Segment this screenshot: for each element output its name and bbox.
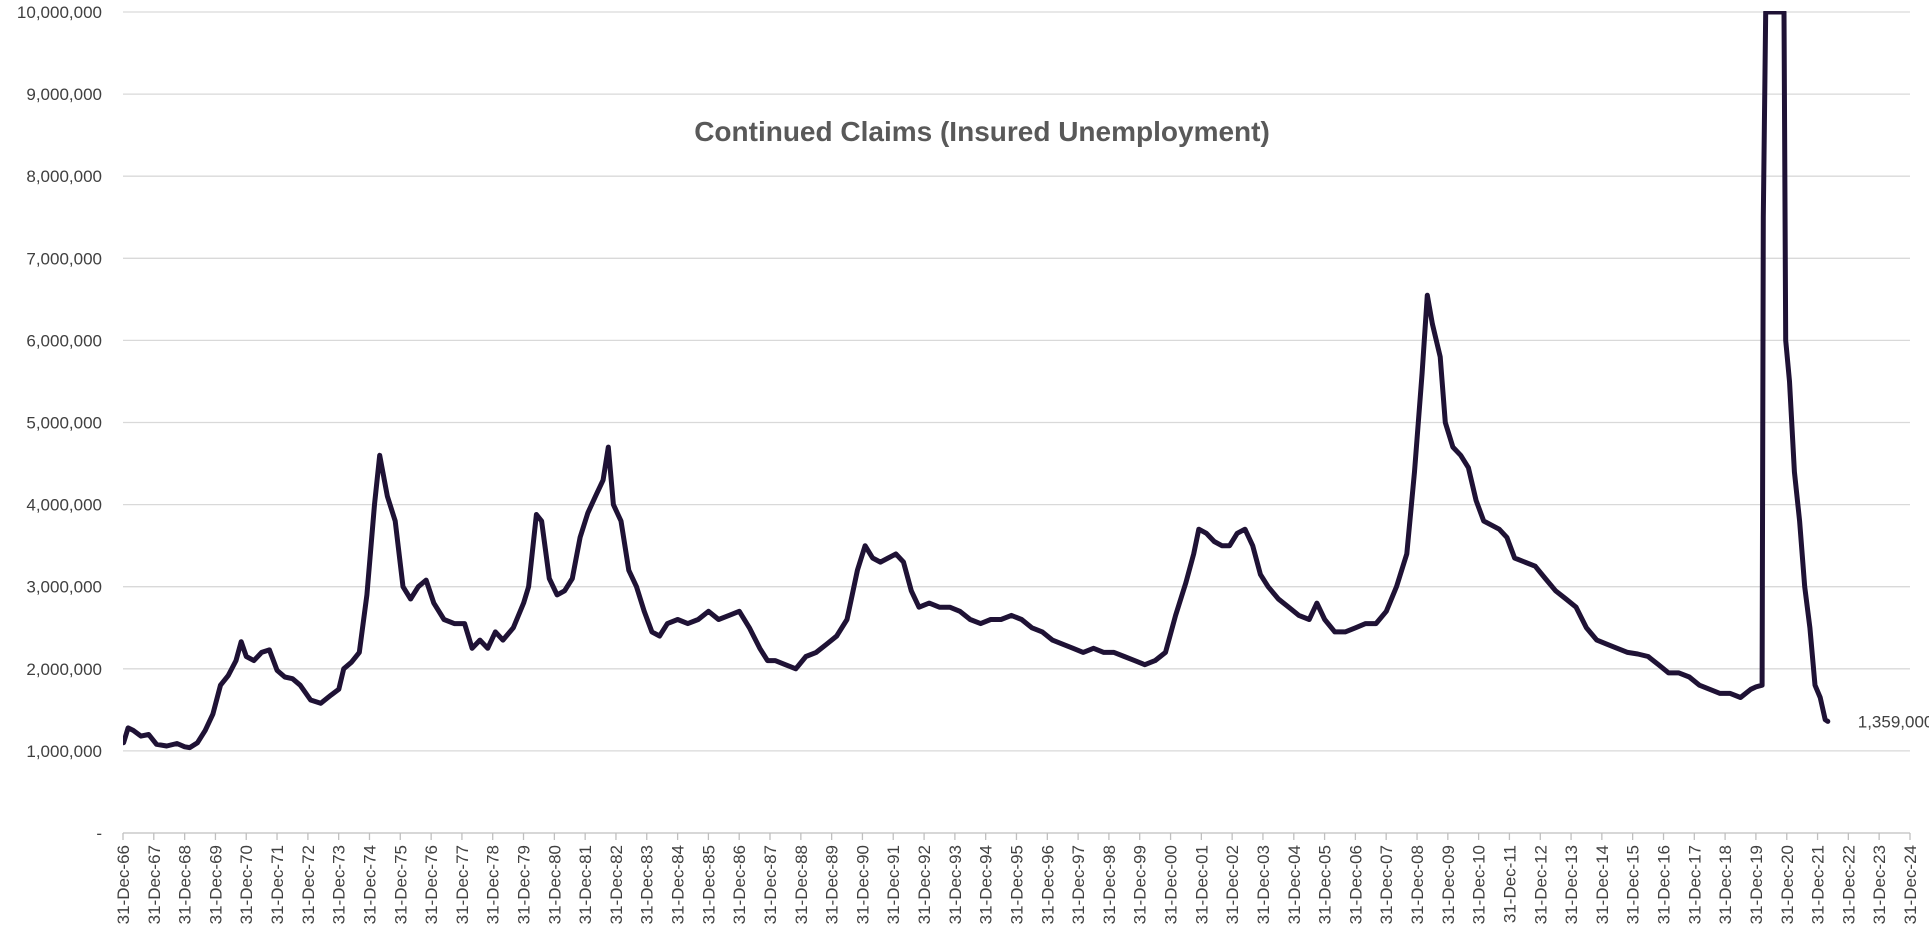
x-tick-label: 31-Dec-06 [1346,845,1365,924]
x-tick-label: 31-Dec-96 [1038,845,1057,924]
x-tick-label: 31-Dec-92 [915,845,934,924]
x-tick-label: 31-Dec-97 [1069,845,1088,924]
x-tick-label: 31-Dec-95 [1007,845,1026,924]
x-tick-label: 31-Dec-83 [638,845,657,924]
x-tick-label: 31-Dec-12 [1531,845,1550,924]
x-tick-label: 31-Dec-79 [515,845,534,924]
y-tick-label: 5,000,000 [26,414,102,433]
x-tick-label: 31-Dec-70 [237,845,256,924]
x-tick-label: 31-Dec-77 [453,845,472,924]
y-tick-label: 9,000,000 [26,85,102,104]
x-tick-label: 31-Dec-17 [1685,845,1704,924]
x-tick-label: 31-Dec-78 [484,845,503,924]
x-tick-label: 31-Dec-02 [1223,845,1242,924]
x-tick-label: 31-Dec-82 [607,845,626,924]
x-tick-label: 31-Dec-76 [422,845,441,924]
x-tick-label: 31-Dec-86 [730,845,749,924]
x-tick-label: 31-Dec-16 [1655,845,1674,924]
x-tick-label: 31-Dec-23 [1870,845,1889,924]
gridlines [122,11,1911,840]
x-tick-label: 31-Dec-19 [1747,845,1766,924]
y-tick-label: - [96,824,102,843]
x-tick-label: 31-Dec-24 [1901,845,1920,924]
y-tick-label: 10,000,000 [17,3,102,22]
x-tick-label: 31-Dec-69 [206,845,225,924]
y-tick-label: 3,000,000 [26,578,102,597]
x-tick-label: 31-Dec-81 [576,845,595,924]
x-tick-label: 31-Dec-98 [1100,845,1119,924]
x-tick-label: 31-Dec-74 [360,845,379,924]
x-tick-label: 31-Dec-67 [145,845,164,924]
series-layer [123,11,1831,751]
x-tick-label: 31-Dec-89 [823,845,842,924]
x-tick-label: 31-Dec-09 [1439,845,1458,924]
x-tick-label: 31-Dec-01 [1192,845,1211,924]
x-tick-label: 31-Dec-71 [268,845,287,924]
x-axis-tick-labels: 31-Dec-66 31-Dec-67 31-Dec-68 31-Dec-69 31-D… [114,845,1920,924]
x-tick-label: 31-Dec-03 [1254,845,1273,924]
chart-title: Continued Claims (Insured Unemployment) [694,116,1270,147]
x-tick-label: 31-Dec-87 [761,845,780,924]
x-tick-label: 31-Dec-88 [792,845,811,924]
x-tick-label: 31-Dec-73 [330,845,349,924]
x-tick-label: 31-Dec-93 [946,845,965,924]
x-tick-label: 31-Dec-15 [1624,845,1643,924]
x-tick-label: 31-Dec-04 [1285,845,1304,924]
x-tick-label: 31-Dec-05 [1316,845,1335,924]
x-tick-label: 31-Dec-10 [1470,845,1489,924]
x-tick-label: 31-Dec-07 [1377,845,1396,924]
x-tick-label: 31-Dec-72 [299,845,318,924]
x-tick-label: 31-Dec-20 [1778,845,1797,924]
x-tick-label: 31-Dec-94 [977,845,996,924]
series-line [123,11,1831,751]
x-tick-label: 31-Dec-85 [699,845,718,924]
x-tick-label: 31-Dec-08 [1408,845,1427,924]
end-value-label: 1,359,000 [1858,712,1929,731]
x-tick-label: 31-Dec-99 [1131,845,1150,924]
x-tick-label: 31-Dec-00 [1162,845,1181,924]
x-tick-label: 31-Dec-80 [545,845,564,924]
y-tick-label: 2,000,000 [26,660,102,679]
y-tick-label: 8,000,000 [26,167,102,186]
y-tick-label: 6,000,000 [26,331,102,350]
x-tick-label: 31-Dec-66 [114,845,133,924]
x-tick-label: 31-Dec-21 [1809,845,1828,924]
y-tick-label: 4,000,000 [26,496,102,515]
x-tick-label: 31-Dec-14 [1593,845,1612,924]
x-tick-label: 31-Dec-68 [176,845,195,924]
x-tick-label: 31-Dec-22 [1839,845,1858,924]
y-tick-label: 7,000,000 [26,249,102,268]
x-tick-label: 31-Dec-90 [853,845,872,924]
x-tick-label: 31-Dec-75 [391,845,410,924]
x-tick-label: 31-Dec-18 [1716,845,1735,924]
x-tick-label: 31-Dec-13 [1562,845,1581,924]
x-tick-label: 31-Dec-11 [1500,845,1519,923]
x-tick-label: 31-Dec-91 [884,845,903,924]
x-tick-label: 31-Dec-84 [669,845,688,924]
y-tick-label: 1,000,000 [26,742,102,761]
y-axis-tick-labels: - 1,000,000 2,000,000 3,000,000 4,000,000 5,0… [17,3,102,843]
